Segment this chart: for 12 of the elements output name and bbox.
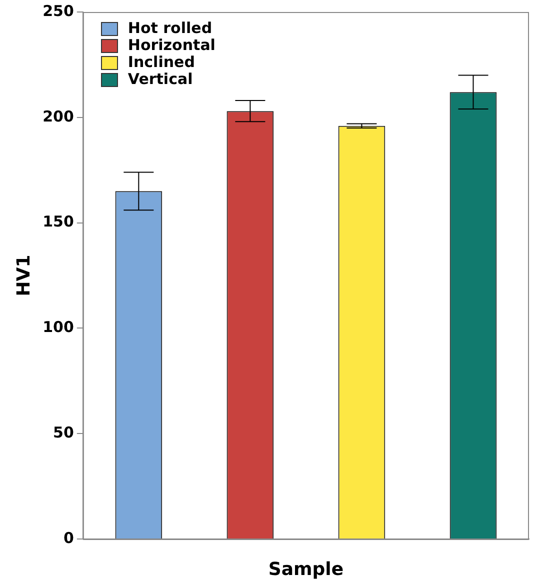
y-tick-label: 200 <box>42 107 74 126</box>
legend-label: Horizontal <box>128 36 216 54</box>
y-tick-label: 50 <box>53 423 74 442</box>
y-tick-label: 250 <box>42 2 74 20</box>
legend-label: Hot rolled <box>128 19 212 37</box>
y-axis-title: HV1 <box>13 254 34 296</box>
legend-label: Inclined <box>128 53 195 71</box>
legend-label: Vertical <box>128 70 193 88</box>
y-tick-label: 150 <box>42 212 74 231</box>
x-axis-title: Sample <box>268 558 344 580</box>
y-tick-label: 0 <box>63 528 74 547</box>
y-tick-label: 100 <box>42 318 74 336</box>
